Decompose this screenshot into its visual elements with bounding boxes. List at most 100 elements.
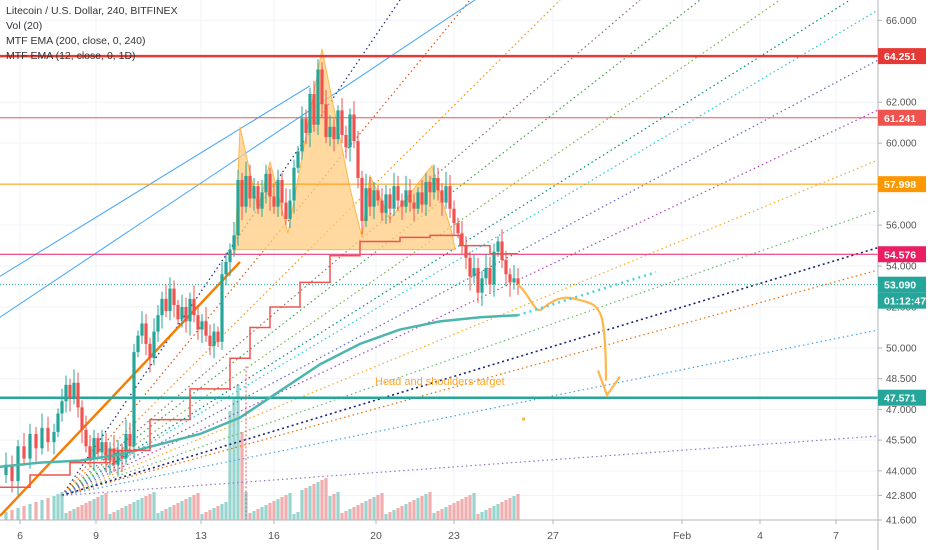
candle-body [312,94,316,125]
candle-body [396,186,400,201]
volume-bar [332,494,336,520]
volume-bar [272,501,276,520]
candle-body [372,190,376,207]
candle-body [92,438,96,459]
candle-body [164,298,168,312]
candle-body [244,175,248,207]
candle-body [440,190,444,203]
candle-body [304,118,308,133]
symbol-title[interactable]: Litecoin / U.S. Dollar, 240, BITFINEX [6,5,178,17]
volume-bar [492,506,496,520]
candle-body [328,126,332,138]
horizontal-levels [0,54,878,399]
y-tick-label: 44.000 [886,466,917,477]
candle-body [472,268,476,277]
ema200-indicator-label[interactable]: MTF EMA (200, close, 0, 240) [6,35,146,47]
candle-body [64,384,68,402]
candle-body [468,257,472,277]
candle-body [488,268,492,285]
volume-bar [196,493,200,520]
candle-body [428,182,432,193]
y-tick-label: 54.000 [886,262,917,273]
x-tick-label: 9 [93,530,99,542]
candle-body [152,331,156,359]
volume-bar [312,484,316,520]
candle-body [280,180,284,203]
volume-bar [444,507,448,520]
volume-bar [136,500,140,520]
ema12-indicator-label[interactable]: MTF EMA (12, close, 0, 1D) [6,50,136,62]
volume-bar [452,503,456,520]
volume-bar [388,512,392,520]
volume-bar [428,492,432,520]
candle-body [52,431,56,443]
volume-bar [372,497,376,520]
volume-bar [260,507,264,520]
volume-bar [240,432,244,520]
candle-body [132,352,136,447]
svg-text:57.998: 57.998 [884,179,916,191]
volume-bar [68,511,72,520]
price-tag: 57.998 [878,176,926,193]
candle-body [504,259,508,275]
time-axis[interactable]: 6 9 13 16 20 23 27 Feb 4 7 [17,520,839,542]
candle-body [416,192,420,209]
price-tag: 61.241 [878,109,926,126]
volume-bar [212,508,216,520]
candle-body [104,442,108,461]
x-tick-label: 23 [448,530,460,542]
volume-bar [252,511,256,520]
candle-body [46,427,50,443]
volume-bar [208,510,212,520]
volume-bar [28,504,32,520]
candle-body [56,413,60,432]
candle-body [432,177,436,193]
candle-body [420,192,424,205]
volume-bar [112,512,116,520]
candle-body [444,186,448,203]
volume-bar [52,496,56,520]
candle-body [492,251,496,285]
volume-bar [164,509,168,520]
volume-bar [380,493,384,520]
candle-body [476,268,480,293]
volume-bar [468,495,472,520]
volume-bar [516,494,520,520]
volume-bar [88,501,92,520]
candle-body [256,186,260,209]
volume-indicator-label[interactable]: Vol (20) [6,20,43,32]
y-tick-label: 47.000 [886,405,917,416]
svg-text:61.241: 61.241 [884,113,916,125]
candle-body [40,427,44,449]
volume-bar [404,504,408,520]
x-tick-label: 7 [833,530,839,542]
candle-body [144,323,148,344]
candle-body [220,274,224,342]
volume-bar [76,507,80,520]
candle-body [192,298,196,316]
candle-body [188,298,192,322]
y-tick-label: 50.000 [886,343,917,354]
volume-bar [4,512,8,520]
candle-body [404,190,408,207]
volume-bar [324,478,328,520]
candle-body [452,208,456,224]
candle-body [368,188,372,207]
candle-body [272,196,276,207]
target-annotation: Head and shoulders target [375,376,505,388]
volume-bar [204,512,208,520]
volume-bar [460,499,464,520]
volume-bar [376,495,380,520]
candle-body [300,118,304,152]
candle-body [72,382,76,398]
candle-body [76,382,80,408]
volume-bar [364,501,368,520]
volume-bar [100,495,104,520]
volume-bar [500,502,504,520]
candle-body [496,241,500,252]
price-tag: 64.251 [878,48,926,65]
candle-body [140,323,144,336]
volume-bar [480,512,484,520]
